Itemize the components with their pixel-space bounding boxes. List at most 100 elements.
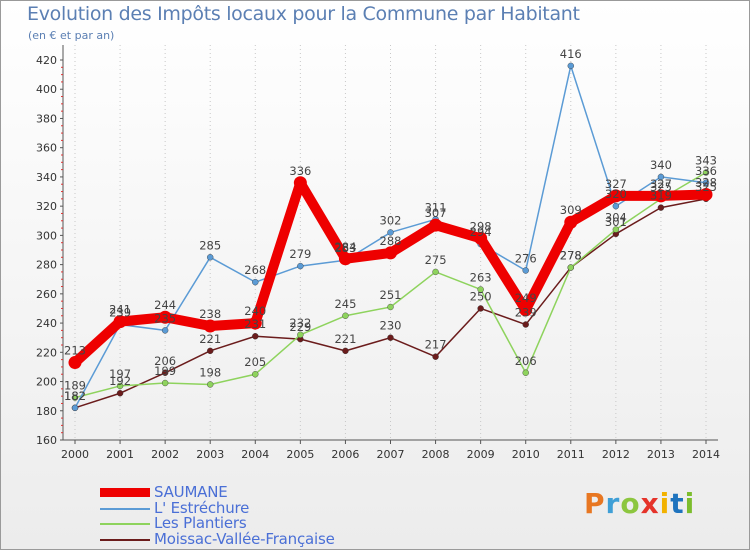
- x-tick-label: 2012: [602, 448, 630, 461]
- data-label: 328: [695, 175, 717, 189]
- data-label: 325: [650, 180, 672, 194]
- chart-title: Evolution des Impôts locaux pour la Comm…: [27, 3, 580, 25]
- data-label: 309: [560, 203, 582, 217]
- data-label: 327: [605, 177, 627, 191]
- data-label: 251: [380, 288, 402, 302]
- data-label: 250: [470, 289, 492, 303]
- data-point: [477, 305, 484, 312]
- data-point: [564, 215, 578, 229]
- data-label: 182: [64, 389, 86, 403]
- y-tick-label: 400: [36, 83, 57, 96]
- data-point: [654, 189, 668, 203]
- data-label: 301: [605, 215, 627, 229]
- data-label: 325: [695, 180, 717, 194]
- y-tick-label: 200: [36, 376, 57, 389]
- data-label: 245: [334, 297, 356, 311]
- data-label: 230: [380, 319, 402, 333]
- data-point: [432, 268, 439, 276]
- x-tick-label: 2001: [106, 448, 134, 461]
- data-label: 221: [334, 332, 356, 346]
- data-label: 239: [515, 306, 537, 320]
- y-tick-label: 160: [36, 434, 57, 447]
- data-label: 285: [199, 238, 221, 252]
- data-point: [429, 218, 443, 232]
- data-label: 199: [154, 364, 176, 378]
- data-point: [71, 404, 79, 412]
- data-point: [567, 62, 574, 70]
- data-point: [158, 310, 172, 324]
- x-tick-label: 2014: [692, 448, 720, 461]
- x-tick-label: 2013: [647, 448, 675, 461]
- logo-letter: t: [670, 487, 685, 520]
- data-point: [161, 327, 169, 334]
- data-label: 304: [605, 211, 627, 225]
- data-label: 298: [470, 219, 492, 233]
- y-tick-label: 380: [36, 112, 57, 125]
- legend-swatch-moissac: [100, 538, 150, 541]
- data-point: [432, 353, 439, 360]
- data-point: [252, 371, 259, 378]
- data-point: [522, 369, 529, 376]
- logo-letter: x: [640, 487, 660, 520]
- data-label: 221: [199, 332, 221, 346]
- data-label: 343: [695, 154, 717, 168]
- data-label: 239: [109, 306, 131, 320]
- y-tick-label: 360: [36, 142, 57, 155]
- y-tick-label: 260: [36, 288, 57, 301]
- data-label: 232: [289, 316, 311, 330]
- data-label: 275: [425, 253, 447, 267]
- data-label: 206: [154, 354, 176, 368]
- data-label: 288: [380, 234, 402, 248]
- x-tick-label: 2010: [512, 448, 540, 461]
- data-label: 336: [695, 164, 717, 178]
- data-label: 336: [289, 164, 311, 178]
- data-label: 238: [199, 307, 221, 321]
- legend-label: Les Plantiers: [154, 514, 247, 532]
- data-point: [252, 333, 259, 340]
- proxiti-logo[interactable]: Proxiti: [584, 487, 695, 520]
- data-point: [207, 381, 214, 388]
- y-tick-label: 340: [36, 171, 57, 184]
- y-tick-label: 420: [36, 54, 57, 67]
- data-point: [161, 379, 169, 387]
- data-point: [702, 179, 710, 186]
- data-label: 229: [289, 320, 311, 334]
- y-tick-label: 220: [36, 346, 57, 359]
- data-point: [248, 316, 262, 330]
- data-point: [702, 169, 710, 176]
- y-tick-label: 180: [36, 405, 57, 418]
- x-tick-label: 2006: [331, 448, 359, 461]
- data-label: 192: [109, 374, 131, 388]
- data-point: [116, 390, 124, 397]
- y-tick-label: 300: [36, 229, 57, 242]
- data-point: [612, 202, 620, 210]
- legend-swatch-estrechure: [100, 507, 150, 510]
- data-label: 327: [650, 177, 672, 191]
- legend-label: SAUMANE: [154, 483, 228, 501]
- legend-swatch-plantiers: [100, 523, 150, 525]
- data-label: 320: [605, 187, 627, 201]
- data-label: 213: [64, 344, 86, 358]
- data-point: [699, 187, 713, 201]
- y-tick-label: 280: [36, 259, 57, 272]
- data-point: [342, 312, 349, 319]
- x-tick-label: 2009: [467, 448, 495, 461]
- data-point: [567, 264, 574, 271]
- logo-letter: o: [620, 487, 641, 520]
- data-label: 302: [380, 213, 402, 227]
- data-point: [342, 347, 349, 355]
- data-point: [477, 286, 484, 293]
- x-tick-label: 2008: [422, 448, 450, 461]
- data-label: 416: [560, 47, 582, 61]
- data-label: 307: [425, 206, 447, 220]
- data-label: 283: [334, 241, 356, 255]
- data-label: 278: [560, 249, 582, 263]
- data-label: 340: [650, 158, 672, 172]
- data-point: [657, 173, 665, 181]
- data-point: [207, 254, 214, 261]
- data-point: [387, 229, 394, 236]
- data-point: [519, 303, 533, 317]
- x-tick-label: 2007: [377, 448, 405, 461]
- logo-letter: i: [659, 487, 671, 520]
